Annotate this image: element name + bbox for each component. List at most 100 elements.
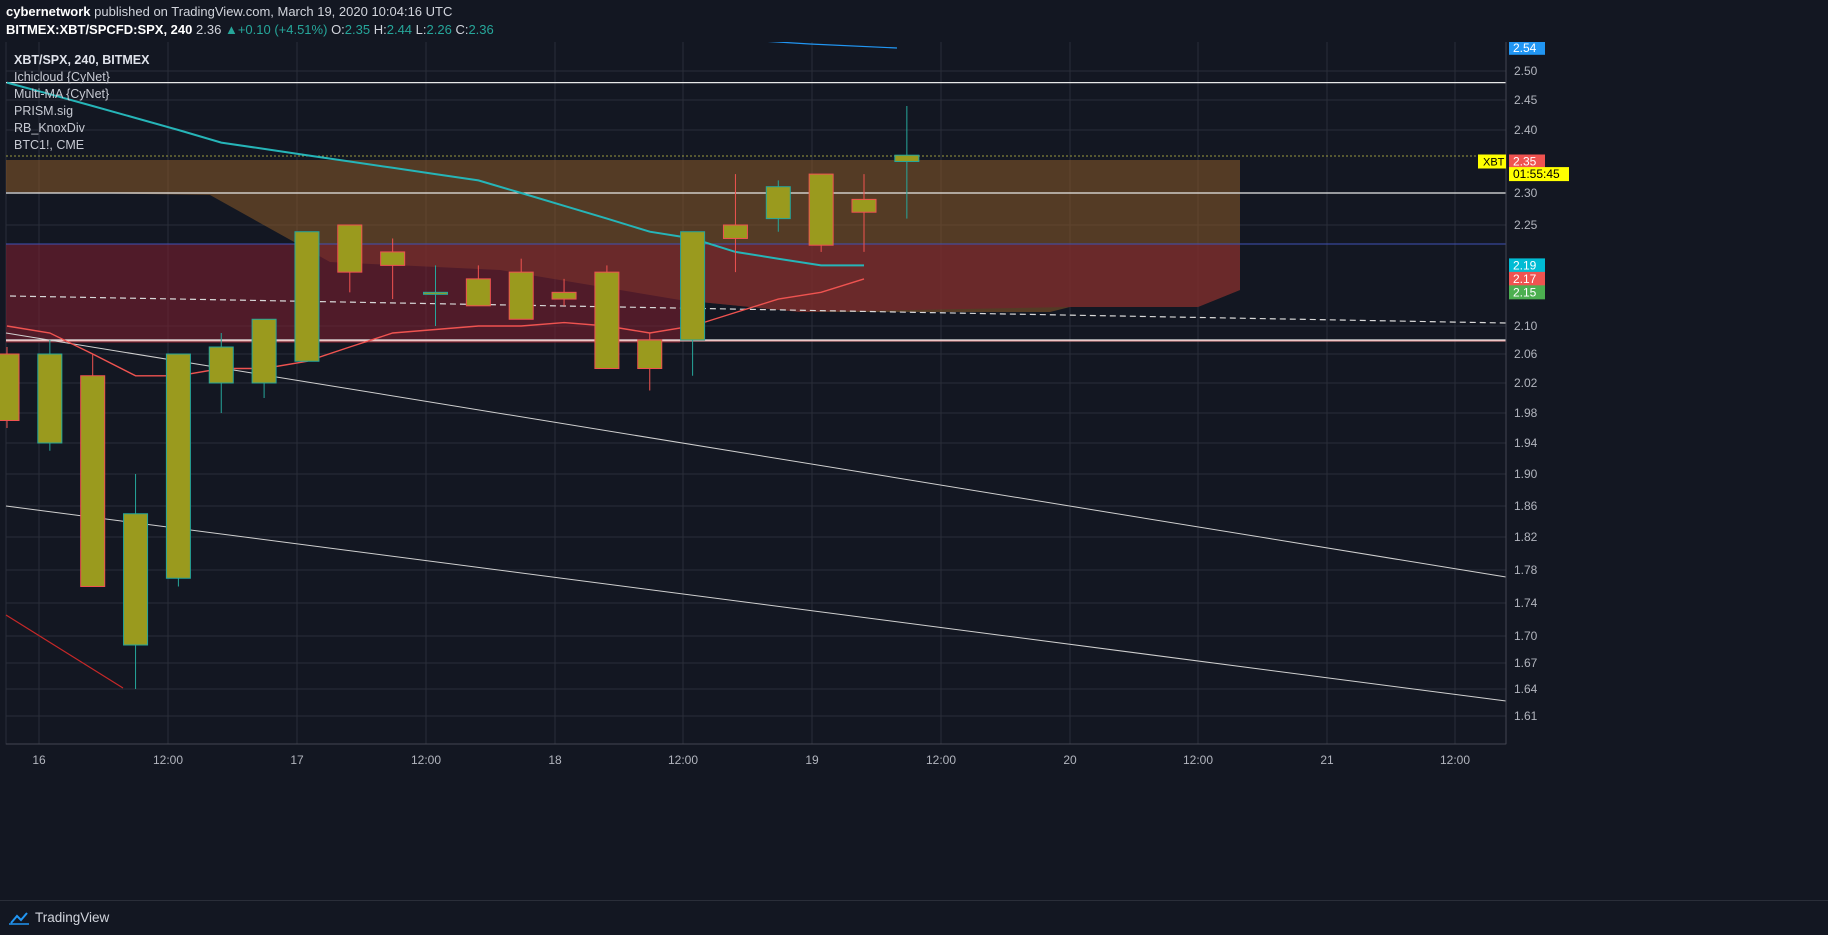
publish-info: published on TradingView.com, March 19, … xyxy=(94,4,453,19)
price-tick-label: 2.45 xyxy=(1514,93,1538,107)
price-tick-label: 1.82 xyxy=(1514,530,1538,544)
candle-body[interactable] xyxy=(594,271,620,369)
ma-series-line xyxy=(6,278,865,377)
time-tick-label: 12:00 xyxy=(668,753,698,767)
symbol-tag[interactable] xyxy=(1478,154,1506,169)
candle-body[interactable] xyxy=(165,353,191,579)
price-tick-label: 1.74 xyxy=(1514,596,1538,610)
channel-line-lower xyxy=(5,505,1507,702)
author-name[interactable]: cybernetwork xyxy=(6,4,91,19)
price-tick-label: 1.78 xyxy=(1514,563,1538,577)
time-tick-label: 12:00 xyxy=(1440,753,1470,767)
time-tick-label: 17 xyxy=(290,753,304,767)
price-tag[interactable] xyxy=(1509,167,1569,182)
legend-btc1[interactable]: BTC1!, CME xyxy=(14,138,85,152)
open-value: 2.35 xyxy=(344,22,371,37)
time-tick-label: 12:00 xyxy=(1183,753,1213,767)
price-tick-label: 2.10 xyxy=(1514,319,1538,333)
price-tag-label: 01:55:45 xyxy=(1513,167,1560,181)
candle-body[interactable] xyxy=(851,198,877,213)
candle-body[interactable] xyxy=(465,278,491,307)
candle-body[interactable] xyxy=(123,513,149,646)
change-value: +0.10 (+4.51%) xyxy=(237,22,328,37)
candle-body[interactable] xyxy=(765,186,791,220)
chart-header: cybernetwork published on TradingView.co… xyxy=(0,0,1828,42)
price-tag-label: 2.17 xyxy=(1513,272,1537,286)
legend-multi-ma[interactable]: Multi-MA {CyNet} xyxy=(14,87,110,101)
legend-ichicloud[interactable]: Ichicloud {CyNet} xyxy=(14,70,110,84)
open-label: O: xyxy=(331,22,345,37)
price-tick-label: 1.64 xyxy=(1514,682,1538,696)
up-arrow-icon: ▲ xyxy=(224,22,238,37)
publish-line: cybernetwork published on TradingView.co… xyxy=(6,4,452,19)
time-tick-label: 12:00 xyxy=(411,753,441,767)
upper-ma-line xyxy=(767,42,898,49)
candle-body[interactable] xyxy=(680,231,706,341)
time-tick-label: 12:00 xyxy=(153,753,183,767)
tradingview-logo[interactable]: TradingView xyxy=(8,910,109,925)
time-tick-label: 12:00 xyxy=(926,753,956,767)
indicator-legend: XBT/SPX, 240, BITMEX Ichicloud {CyNet} M… xyxy=(14,52,149,154)
last-price: 2.36 xyxy=(196,22,222,37)
price-tick-label: 1.98 xyxy=(1514,406,1538,420)
symbol-tag-label: XBT xyxy=(1483,157,1505,169)
footer-bar: TradingView xyxy=(0,900,1828,935)
price-tick-label: 2.50 xyxy=(1514,64,1538,78)
price-tag-label: 2.54 xyxy=(1513,42,1537,55)
candle-body[interactable] xyxy=(251,318,277,384)
candle-body[interactable] xyxy=(423,291,448,295)
time-tick-label: 16 xyxy=(32,753,46,767)
symbol-label: BITMEX:XBT/SPCFD:SPX, 240 xyxy=(6,22,193,37)
price-tick-label: 2.30 xyxy=(1514,186,1538,200)
divergence-line xyxy=(5,614,124,689)
price-tag-label: 2.15 xyxy=(1513,285,1537,299)
candle-body[interactable] xyxy=(337,224,363,273)
price-tick-label: 2.25 xyxy=(1514,218,1538,232)
price-chart[interactable]: 2.50 2.45 2.40 2.30 2.25 2.10 2.06 2.02 1.98 1.94… xyxy=(0,42,1828,900)
legend-knoxdiv[interactable]: RB_KnoxDiv xyxy=(14,121,85,135)
candle-body[interactable] xyxy=(808,173,834,246)
candle-body[interactable] xyxy=(80,375,106,587)
price-tick-label: 2.40 xyxy=(1514,123,1538,137)
high-value: 2.44 xyxy=(386,22,413,37)
price-tick-label: 2.02 xyxy=(1514,376,1538,390)
price-tick-label: 2.06 xyxy=(1514,347,1538,361)
candle-body[interactable] xyxy=(208,346,234,384)
tradingview-cloud-icon xyxy=(9,911,29,925)
ohlc-line: BITMEX:XBT/SPCFD:SPX, 240 2.36 ▲+0.10 (+… xyxy=(6,22,494,37)
ma-series-line xyxy=(6,81,864,267)
price-tick-label: 1.90 xyxy=(1514,467,1538,481)
price-tag-label: 2.19 xyxy=(1513,258,1537,272)
time-tick-label: 18 xyxy=(548,753,562,767)
price-tag[interactable] xyxy=(1509,285,1545,300)
legend-prism[interactable]: PRISM.sig xyxy=(14,104,74,118)
high-label: H: xyxy=(373,22,387,37)
price-tick-label: 1.70 xyxy=(1514,629,1538,643)
candle-body[interactable] xyxy=(551,291,577,300)
price-tag[interactable] xyxy=(1509,271,1545,286)
candle-body[interactable] xyxy=(37,353,63,444)
candle-body[interactable] xyxy=(508,271,534,320)
price-tick-label: 1.61 xyxy=(1514,709,1538,723)
time-tick-label: 20 xyxy=(1063,753,1077,767)
low-label: L: xyxy=(415,22,427,37)
tradingview-brand: TradingView xyxy=(35,910,110,925)
legend-symbol[interactable]: XBT/SPX, 240, BITMEX xyxy=(14,53,150,67)
price-tick-label: 1.94 xyxy=(1514,436,1538,450)
price-tag[interactable] xyxy=(1509,154,1545,169)
price-tag-label: 2.35 xyxy=(1513,155,1537,169)
candle-body[interactable] xyxy=(637,339,663,369)
price-tag[interactable] xyxy=(1509,42,1545,55)
time-axis[interactable] xyxy=(0,745,1828,900)
candle-body[interactable] xyxy=(294,231,320,362)
candle-body[interactable] xyxy=(380,251,406,266)
price-tag[interactable] xyxy=(1509,258,1545,273)
candle-body[interactable] xyxy=(894,154,920,162)
time-tick-label: 21 xyxy=(1320,753,1334,767)
close-label: C: xyxy=(455,22,469,37)
time-tick-label: 19 xyxy=(805,753,819,767)
low-value: 2.26 xyxy=(426,22,452,37)
candle-body[interactable] xyxy=(722,224,748,239)
price-tick-label: 1.67 xyxy=(1514,656,1538,670)
candle-body[interactable] xyxy=(0,353,20,421)
